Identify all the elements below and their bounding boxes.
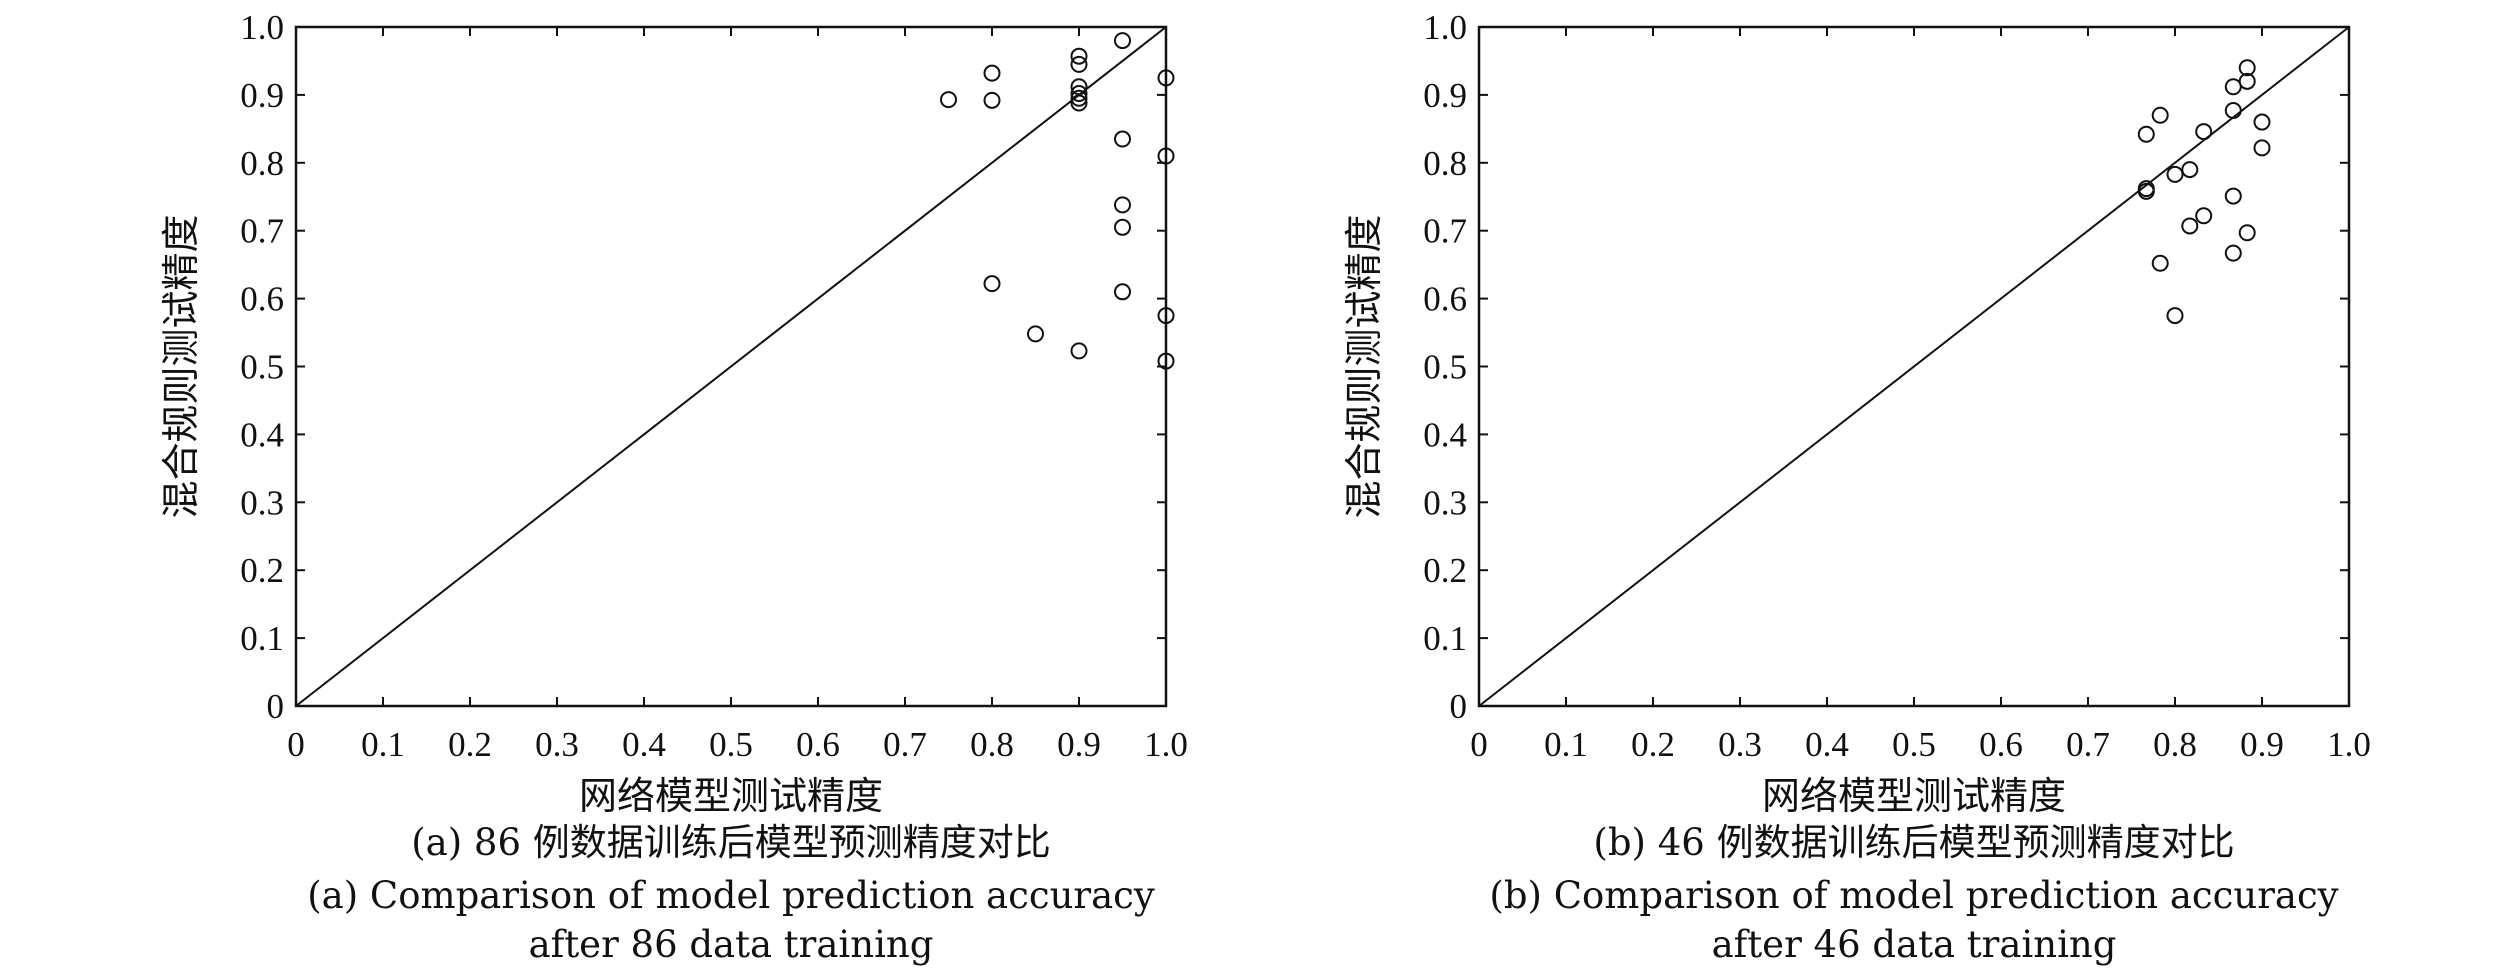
x-tick-label: 0	[1470, 725, 1488, 764]
y-tick-label: 0.4	[240, 415, 284, 454]
chart-b: 0 0.1 0.2 0.3 0.4 0.5 0.6 0.7 0.8 0.9 1.0 0 0.1 0.2 0.…	[1342, 8, 2371, 966]
y-tick-label: 1.0	[1423, 8, 1467, 47]
x-tick-label: 0.4	[622, 725, 666, 764]
data-point	[1070, 342, 1088, 360]
data-point	[1070, 85, 1088, 103]
data-point	[2137, 125, 2155, 143]
data-point	[1114, 218, 1131, 236]
data-point	[2238, 72, 2256, 90]
data-point	[2181, 161, 2199, 179]
y-tick-label: 0.4	[1423, 415, 1467, 454]
y-axis-label: 混合规则测试精度	[1342, 214, 1386, 518]
data-point	[2151, 106, 2169, 124]
x-tick-label: 0.3	[1718, 725, 1762, 764]
y-tick-label: 0.2	[240, 551, 284, 590]
x-tick-label: 1.0	[2327, 725, 2371, 764]
y-tick-label: 0.5	[240, 348, 284, 387]
data-point	[940, 91, 957, 109]
data-point	[1114, 130, 1131, 148]
data-point	[2181, 217, 2199, 235]
y-tick-label: 0.8	[1423, 144, 1467, 183]
y-tick-label: 1.0	[240, 8, 284, 47]
data-point	[1070, 47, 1088, 65]
x-tick-label: 0.2	[1631, 725, 1675, 764]
x-tick-label: 0.5	[1892, 725, 1936, 764]
y-tick-label: 0	[267, 687, 285, 726]
x-tick-label: 0.9	[1057, 725, 1101, 764]
data-point	[983, 91, 1001, 109]
data-point	[2238, 59, 2256, 77]
data-point	[2253, 139, 2271, 157]
data-point	[1114, 32, 1131, 50]
x-tick-label: 0.4	[1805, 725, 1849, 764]
x-tick-label: 0.3	[535, 725, 579, 764]
x-axis-label: 网络模型测试精度	[579, 774, 883, 818]
x-tick-label: 0.6	[796, 725, 840, 764]
y-tick-label: 0	[1450, 687, 1468, 726]
data-point	[2195, 123, 2213, 141]
caption-line: after 46 data training	[1712, 923, 2117, 966]
reference-line	[295, 26, 1167, 707]
x-tick-label: 0.7	[883, 725, 927, 764]
x-tick-label: 0.5	[709, 725, 753, 764]
caption-line: (a) 86 例数据训练后模型预测精度对比	[411, 821, 1051, 864]
data-point	[1114, 283, 1131, 301]
data-point	[2224, 102, 2242, 120]
data-point	[1070, 78, 1088, 96]
caption-line: after 86 data training	[529, 923, 934, 966]
caption-line: (b) 46 例数据训练后模型预测精度对比	[1593, 821, 2234, 864]
data-point	[983, 275, 1001, 293]
caption-line: (b) Comparison of model prediction accur…	[1489, 874, 2338, 917]
data-point	[2137, 182, 2155, 200]
x-tick-label: 1.0	[1144, 725, 1188, 764]
x-axis-label: 网络模型测试精度	[1762, 774, 2066, 818]
x-tick-label: 0.7	[2066, 725, 2110, 764]
y-tick-label: 0.5	[1423, 348, 1467, 387]
data-point	[1070, 94, 1088, 112]
x-tick-label: 0.8	[970, 725, 1014, 764]
x-tick-label: 0.6	[1979, 725, 2023, 764]
caption-line: (a) Comparison of model prediction accur…	[307, 874, 1155, 917]
data-point	[2166, 307, 2184, 325]
x-tick-label: 0.2	[448, 725, 492, 764]
x-tick-label: 0.1	[361, 725, 405, 764]
reference-line	[1478, 26, 2350, 707]
data-point	[2224, 244, 2242, 262]
x-tick-label: 0.1	[1544, 725, 1588, 764]
data-point	[983, 64, 1001, 82]
data-point	[1157, 352, 1175, 370]
y-tick-label: 0.6	[240, 280, 284, 319]
y-tick-label: 0.7	[1423, 212, 1467, 251]
data-point	[2151, 254, 2169, 272]
data-point	[1157, 69, 1175, 87]
x-tick-label: 0.9	[2240, 725, 2284, 764]
y-tick-label: 0.1	[240, 619, 284, 658]
data-point	[1070, 55, 1088, 73]
y-tick-label: 0.6	[1423, 280, 1467, 319]
data-point	[2166, 165, 2184, 183]
y-tick-label: 0.1	[1423, 619, 1467, 658]
data-point	[2253, 113, 2271, 131]
y-tick-label: 0.3	[1423, 483, 1467, 522]
data-point	[2238, 224, 2256, 242]
x-tick-label: 0.8	[2153, 725, 2197, 764]
y-tick-label: 0.2	[1423, 551, 1467, 590]
data-point	[2224, 78, 2242, 96]
y-tick-label: 0.8	[240, 144, 284, 183]
data-point	[1157, 307, 1175, 325]
y-tick-label: 0.9	[240, 76, 284, 115]
data-point	[2195, 207, 2213, 225]
data-point	[1114, 196, 1131, 214]
chart-a: 0 0.1 0.2 0.3 0.4 0.5 0.6 0.7 0.8 0.9 1.0 0 0.1 0.2 0.…	[159, 8, 1188, 966]
y-tick-label: 0.9	[1423, 76, 1467, 115]
data-point	[1027, 325, 1044, 343]
data-point	[2224, 187, 2242, 205]
y-tick-label: 0.7	[240, 212, 284, 251]
x-tick-label: 0	[287, 725, 305, 764]
y-tick-label: 0.3	[240, 483, 284, 522]
y-axis-label: 混合规则测试精度	[159, 214, 203, 518]
data-point	[1157, 147, 1175, 165]
data-point	[1070, 89, 1088, 107]
